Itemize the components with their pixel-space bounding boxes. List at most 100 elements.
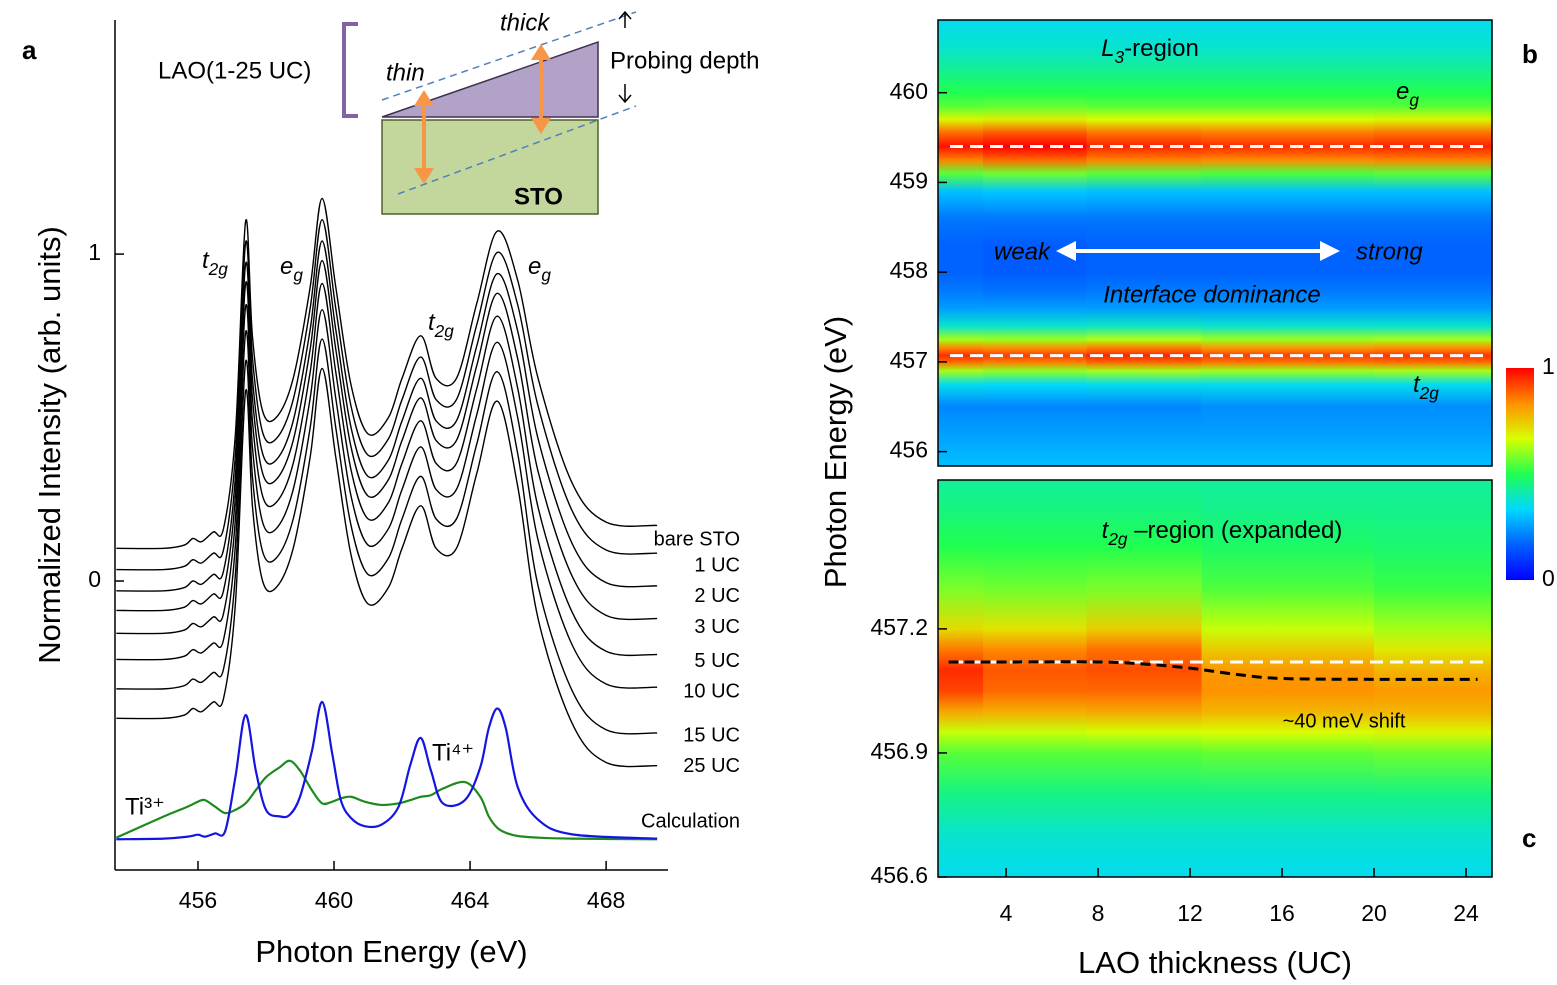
- y-tick-label: 457.2: [870, 614, 928, 640]
- sto-block: [381, 119, 599, 215]
- annotation-part: 2g: [434, 321, 455, 341]
- annotation: L3-region: [1101, 35, 1199, 66]
- line: [116, 259, 658, 621]
- annotation: t2g: [428, 309, 454, 340]
- arrow-head: [414, 168, 434, 184]
- legend-label: Ti³⁺: [125, 793, 165, 820]
- legend-label: Calculation: [641, 810, 740, 832]
- x-axis-label: Photon Energy (eV): [255, 934, 527, 969]
- y-tick-label: 458: [890, 257, 928, 283]
- y-tick-label: 0: [88, 566, 101, 592]
- line: [948, 660, 1478, 681]
- y-tick-label: 1: [88, 239, 101, 265]
- annotation-part: t: [1102, 517, 1110, 544]
- colorbar: [1506, 368, 1534, 580]
- annotation-part: e: [280, 253, 293, 280]
- heatmap-column: [1086, 20, 1203, 466]
- legend-label: 10 UC: [683, 681, 740, 703]
- annotation: t2g –region (expanded): [1102, 517, 1343, 548]
- x-tick-label: 456: [179, 887, 217, 913]
- legend-label: 1 UC: [694, 554, 740, 576]
- heatmap-column: [1201, 20, 1375, 466]
- inset: LAO(1-25 UC) thin thick Probing depth ST…: [158, 9, 759, 215]
- annotation-part: e: [1396, 78, 1409, 105]
- depth-line: [381, 11, 637, 101]
- line: [116, 282, 658, 657]
- arrow-head: [1320, 241, 1340, 261]
- line: [115, 759, 658, 841]
- annotation-part: t: [428, 309, 436, 336]
- heatmap-column: [938, 20, 984, 466]
- x-tick-label: 20: [1361, 900, 1387, 926]
- line: [116, 240, 658, 592]
- annotation: eg: [280, 253, 303, 284]
- inset-label: thick: [500, 9, 551, 36]
- y-tick-label: 456.6: [870, 862, 928, 888]
- colorbar-tick-label: 1: [1542, 353, 1555, 379]
- legend-label: 15 UC: [683, 724, 740, 746]
- line: [116, 219, 658, 571]
- y-tick-label: 460: [890, 78, 928, 104]
- x-tick-label: 12: [1177, 900, 1203, 926]
- x-tick-label: 464: [451, 887, 490, 913]
- x-tick-label: 24: [1453, 900, 1479, 926]
- annotation-part: 2g: [208, 259, 229, 279]
- annotation: t2g: [1413, 371, 1439, 402]
- x-tick-label: 460: [315, 887, 353, 913]
- colorbar-tick-label: 0: [1542, 565, 1555, 591]
- line: [116, 700, 658, 841]
- annotation-part: L: [1101, 35, 1114, 62]
- annotation: ~40 meV shift: [1283, 710, 1406, 732]
- legend-label: bare STO: [654, 529, 740, 551]
- x-tick-label: 4: [1000, 900, 1013, 926]
- annotation-part: t: [202, 247, 210, 274]
- arrow-head: [414, 90, 434, 106]
- annotation: t2g: [202, 247, 228, 278]
- depth-line: [397, 105, 637, 195]
- heatmap-column: [1086, 480, 1203, 877]
- x-tick-label: 8: [1092, 900, 1105, 926]
- annotation-part: 2g: [1419, 383, 1440, 403]
- heatmap-column: [1374, 20, 1493, 466]
- arrow-head: [531, 118, 551, 134]
- depth-arrows: [618, 10, 632, 104]
- annotation-part: g: [293, 265, 303, 285]
- y-axis-label: Photon Energy (eV): [818, 316, 853, 588]
- line: [116, 308, 658, 689]
- annotation: eg: [528, 253, 551, 284]
- legend-label: 5 UC: [694, 650, 740, 672]
- panel-label: c: [1522, 823, 1536, 853]
- annotation: strong: [1356, 238, 1423, 265]
- annotation-part: 2g: [1107, 529, 1128, 549]
- inset-label: LAO(1-25 UC): [158, 57, 311, 84]
- legend-label: Ti⁴⁺: [432, 739, 474, 766]
- annotation: weak: [994, 238, 1052, 265]
- heatmap-column: [983, 480, 1088, 877]
- annotation: Interface dominance: [1103, 281, 1320, 308]
- line: [116, 338, 658, 735]
- y-tick-label: 457: [890, 347, 928, 373]
- annotation-part: g: [1409, 90, 1419, 110]
- y-axis-label: Normalized Intensity (arb. units): [32, 226, 67, 664]
- inset-label: thin: [386, 59, 425, 86]
- inset-label: STO: [514, 183, 563, 210]
- line: [116, 367, 658, 768]
- x-axis-label: LAO thickness (UC): [1078, 945, 1352, 980]
- panel-label: a: [22, 35, 37, 65]
- x-tick-label: 468: [587, 887, 625, 913]
- legend-label: 2 UC: [694, 585, 740, 607]
- arrow-head: [1056, 241, 1076, 261]
- bracket: [342, 22, 358, 118]
- lao-wedge: [381, 40, 599, 118]
- annotation-part: g: [541, 265, 551, 285]
- annotation-part: -region: [1124, 35, 1199, 62]
- panel-label: b: [1522, 39, 1538, 69]
- x-tick-label: 16: [1269, 900, 1295, 926]
- plot-frame: [937, 479, 1493, 878]
- heatmap-column: [938, 480, 984, 877]
- legend-label: 3 UC: [694, 616, 740, 638]
- line: [116, 197, 658, 550]
- inset-label: Probing depth: [610, 47, 759, 74]
- arrow-head: [531, 44, 551, 60]
